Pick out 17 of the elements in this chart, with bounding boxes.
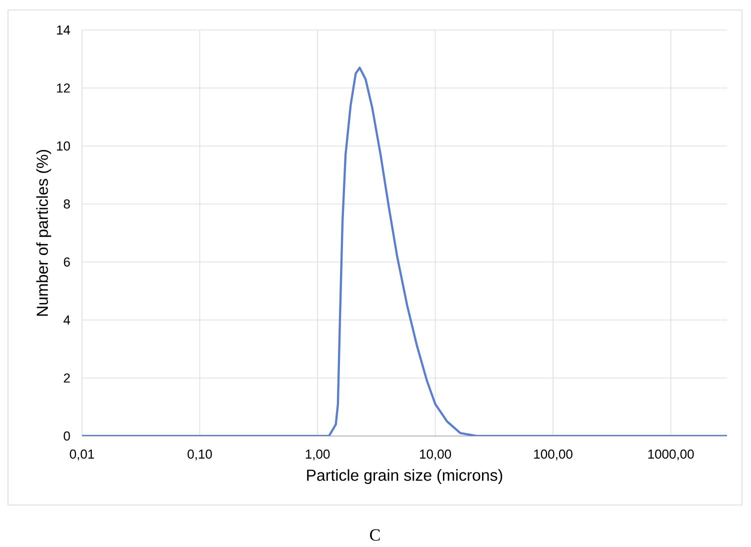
text: C [370, 529, 380, 541]
x-tick-label: 100,00 [534, 450, 572, 460]
y-tick-label: 12 [56, 83, 70, 93]
y-tick-label: 10 [56, 141, 70, 151]
x-tick-label: 1,00 [306, 450, 330, 460]
y-tick-label: 4 [64, 316, 70, 324]
y-tick-label: 8 [64, 199, 70, 209]
x-tick-label: 1000,00 [648, 450, 694, 460]
x-tick-label: 10,00 [420, 450, 452, 460]
y-axis-title: Number of particles (%) [36, 150, 52, 316]
y-tick-label: 2 [64, 373, 70, 383]
y-tick-label: 0 [64, 431, 70, 441]
x-axis-title: Particle grain size (microns) [307, 469, 502, 484]
y-tick-label: 14 [56, 26, 70, 34]
x-tick-label: 0,01 [70, 450, 94, 460]
x-tick-label: 0,10 [188, 450, 212, 460]
y-tick-label: 6 [64, 257, 70, 267]
